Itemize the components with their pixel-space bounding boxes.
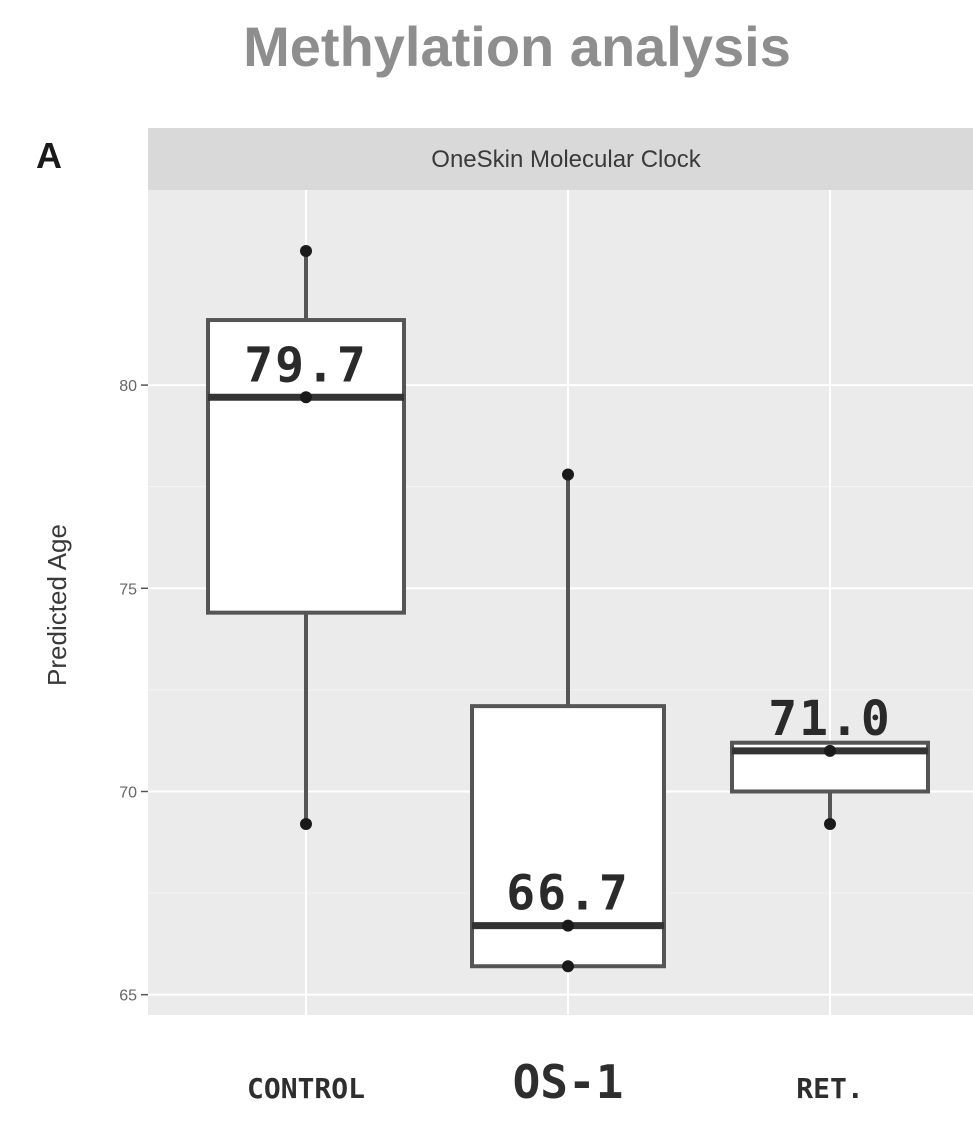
y-tick-label: 80 xyxy=(119,378,137,395)
data-point xyxy=(824,817,836,830)
x-tick-label: CONTROL xyxy=(247,1072,365,1105)
y-tick-label: 75 xyxy=(119,581,137,598)
facet-strip xyxy=(148,128,973,190)
facet-strip-label: OneSkin Molecular Clock xyxy=(431,146,701,173)
data-point xyxy=(562,468,574,481)
median-value-label: 79.7 xyxy=(244,337,368,393)
box-group-1: 66.7 xyxy=(470,468,666,973)
data-point xyxy=(562,919,574,932)
page-title: Methylation analysis xyxy=(243,15,791,78)
x-axis: CONTROL OS-1 RET. xyxy=(247,1055,864,1109)
box-group-2: 71.0 xyxy=(730,691,930,830)
data-point xyxy=(824,744,836,757)
data-point xyxy=(300,244,312,257)
y-axis: 65 70 75 80 xyxy=(119,378,148,1005)
y-tick-label: 70 xyxy=(119,784,137,801)
panel-label: A xyxy=(36,135,62,176)
data-point xyxy=(562,960,574,973)
y-axis-label: Predicted Age xyxy=(42,524,72,686)
data-point xyxy=(300,391,312,404)
median-value-label: 71.0 xyxy=(768,691,892,747)
data-point xyxy=(300,817,312,830)
y-tick-label: 65 xyxy=(119,988,137,1005)
box-series: 79.7 66.7 71.0 xyxy=(206,244,930,973)
box-group-0: 79.7 xyxy=(206,244,406,830)
box-body xyxy=(206,318,406,615)
x-tick-label: OS-1 xyxy=(513,1055,624,1109)
median-value-label: 66.7 xyxy=(506,866,630,922)
x-tick-label: RET. xyxy=(796,1072,863,1105)
